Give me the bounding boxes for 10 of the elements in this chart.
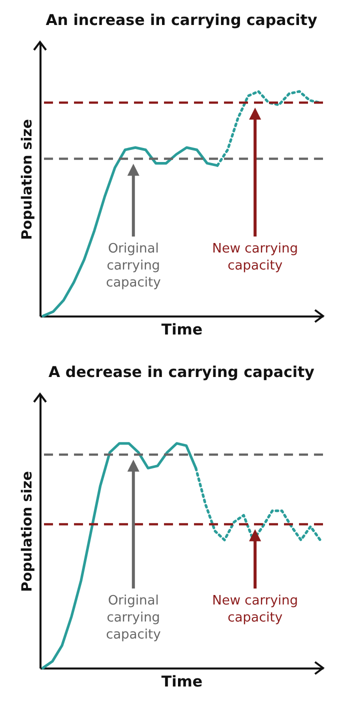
- y-axis-title: Population size: [20, 471, 36, 592]
- x-axis-title: Time: [161, 672, 203, 690]
- chart-title: An increase in carrying capacity: [46, 11, 318, 29]
- chart-title: A decrease in carrying capacity: [48, 363, 315, 381]
- ref-line-label: New carrying capacity: [212, 242, 298, 274]
- x-axis-title: Time: [161, 320, 203, 338]
- ref-line-label: Original carrying capacity: [106, 242, 162, 291]
- ref-line-label: New carrying capacity: [212, 594, 298, 626]
- ref-line-label: Original carrying capacity: [106, 594, 162, 643]
- y-axis-title: Population size: [20, 119, 36, 240]
